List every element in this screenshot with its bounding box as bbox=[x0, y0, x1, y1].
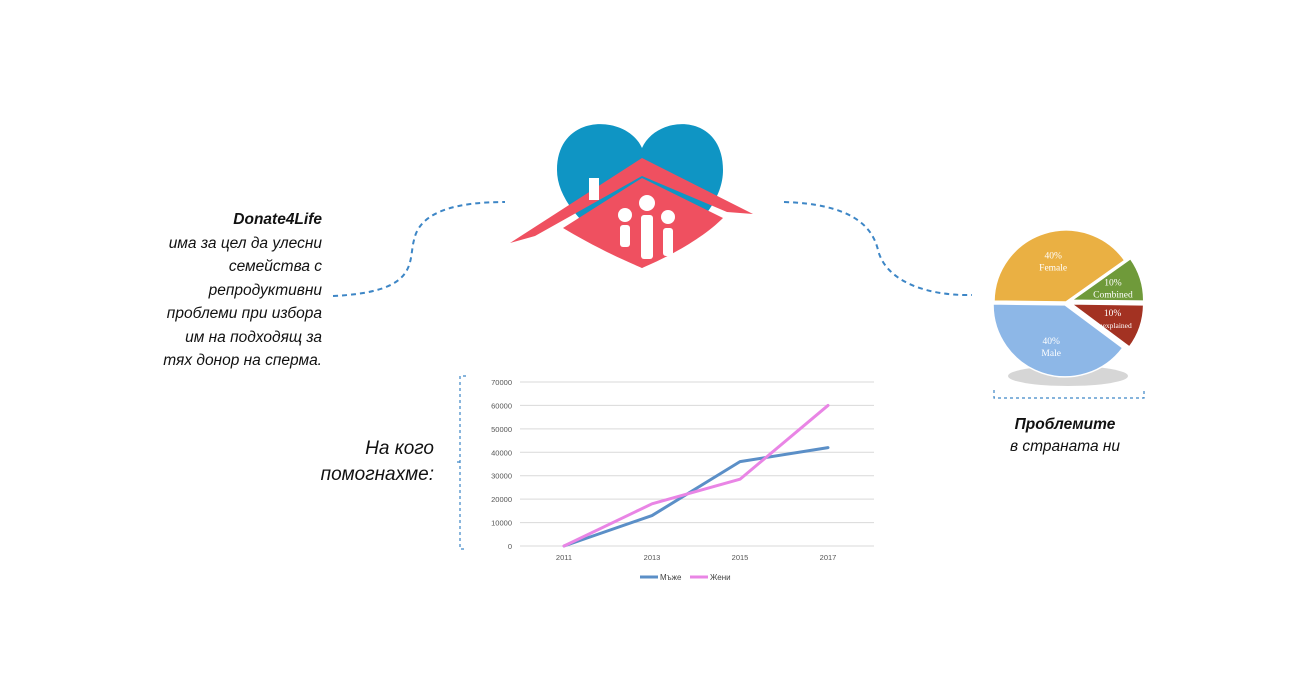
chimney-icon bbox=[589, 178, 599, 200]
y-tick-label: 50000 bbox=[491, 425, 512, 434]
chart-series bbox=[562, 403, 830, 548]
x-tick-label: 2013 bbox=[644, 553, 661, 562]
pie-percent-label: 10% bbox=[1104, 278, 1122, 288]
pie-chart: 40% Female 10% Combined 10% Unexplained 40% Mal… bbox=[992, 229, 1145, 386]
pie-slice-Male bbox=[992, 303, 1124, 378]
family-child-body bbox=[620, 225, 630, 247]
pie-percent-label: 10% bbox=[1104, 309, 1122, 319]
legend-label: Жени bbox=[710, 573, 731, 582]
pie-slice-Combined bbox=[1069, 257, 1145, 302]
legend-label: Мъже bbox=[660, 573, 682, 582]
chart-bracket bbox=[454, 375, 466, 550]
intro-line: семейства с bbox=[228, 258, 322, 275]
y-tick-label: 10000 bbox=[491, 519, 512, 528]
pie-category-label: Female bbox=[1039, 264, 1067, 274]
pie-slice-Female bbox=[993, 229, 1126, 303]
pie-category-label: Combined bbox=[1093, 290, 1133, 300]
intro-text: Donate4Life има за цел да улесни семейст… bbox=[130, 208, 322, 373]
pie-slice-Unexplained bbox=[1069, 303, 1145, 349]
helped-label: На кого помогнахме: bbox=[300, 436, 434, 488]
intro-line: има за цел да улесни bbox=[168, 234, 322, 252]
y-tick-label: 70000 bbox=[491, 378, 512, 387]
x-tick-label: 2017 bbox=[820, 553, 837, 562]
y-tick-label: 30000 bbox=[491, 472, 512, 481]
pie-category-label: Unexplained bbox=[1093, 321, 1132, 330]
y-tick-label: 40000 bbox=[491, 448, 512, 457]
pie-labels: 40% Female 10% Combined 10% Unexplained 40% Mal… bbox=[1039, 252, 1133, 359]
chart-y-ticks: 0 10000 20000 30000 40000 50000 60000 70000 bbox=[491, 378, 512, 551]
x-tick-label: 2011 bbox=[556, 553, 572, 562]
pie-category-label: Male bbox=[1041, 349, 1061, 359]
intro-line: им на подходящ за bbox=[185, 328, 322, 346]
left-connector bbox=[332, 201, 506, 297]
brand-name: Donate4Life bbox=[233, 211, 322, 228]
family-parent-body bbox=[641, 215, 653, 259]
family-child-head bbox=[618, 208, 632, 222]
problems-label: Проблемите в страната ни bbox=[985, 414, 1145, 458]
family-parent2-head bbox=[661, 210, 675, 224]
chart-x-ticks: 2011 2013 2015 2017 bbox=[556, 553, 836, 562]
intro-line: тях донор на сперма. bbox=[163, 352, 322, 369]
x-tick-label: 2015 bbox=[732, 553, 749, 562]
problems-subtitle: в страната ни bbox=[1009, 438, 1121, 455]
right-connector bbox=[783, 201, 973, 297]
pie-bracket bbox=[993, 390, 1145, 399]
heart-house-logo bbox=[510, 124, 753, 268]
house-roof-icon bbox=[510, 158, 753, 243]
intro-line: проблеми при избора bbox=[166, 305, 322, 322]
helped-line: помогнахме: bbox=[320, 464, 434, 485]
family-parent-head bbox=[639, 195, 655, 211]
problems-title: Проблемите bbox=[1014, 416, 1116, 433]
series-line-Мъже bbox=[562, 446, 830, 548]
line-chart: 0 10000 20000 30000 40000 50000 60000 70000 201… bbox=[491, 378, 874, 582]
pie-percent-label: 40% bbox=[1044, 252, 1062, 262]
y-tick-label: 60000 bbox=[491, 401, 512, 410]
y-tick-label: 20000 bbox=[491, 495, 512, 504]
y-tick-label: 0 bbox=[508, 542, 512, 551]
family-parent2-body bbox=[663, 228, 673, 256]
intro-line: репродуктивни bbox=[208, 281, 322, 299]
helped-line: На кого bbox=[365, 438, 434, 459]
pie-percent-label: 40% bbox=[1042, 337, 1060, 347]
chart-legend: Мъже Жени bbox=[640, 573, 731, 582]
series-line-Жени bbox=[562, 403, 830, 548]
chart-gridlines bbox=[520, 381, 874, 547]
pie-slices bbox=[992, 229, 1145, 378]
